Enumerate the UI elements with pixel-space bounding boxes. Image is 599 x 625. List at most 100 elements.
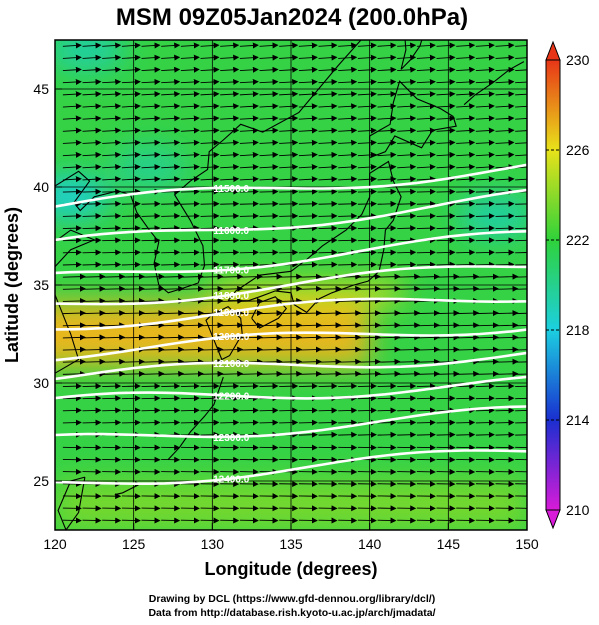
wind-arrow (416, 91, 436, 98)
wind-arrow (121, 358, 145, 365)
wind-arrow (279, 237, 299, 244)
wind-arrow (495, 103, 515, 110)
wind-arrow (200, 54, 220, 61)
wind-arrow (397, 200, 417, 207)
wind-arrow (416, 370, 440, 377)
wind-arrow (357, 225, 377, 232)
wind-arrow (436, 261, 456, 268)
wind-arrow (180, 213, 200, 220)
wind-arrow (141, 103, 161, 110)
wind-arrow (338, 188, 358, 195)
wind-arrow (161, 78, 181, 85)
wind-arrow (62, 188, 82, 195)
wind-arrow (279, 200, 299, 207)
wind-arrow (259, 383, 279, 390)
wind-arrow (239, 407, 259, 414)
wind-arrow (62, 273, 86, 280)
wind-arrow (475, 407, 495, 414)
wind-arrow (82, 54, 102, 61)
wind-arrow (121, 151, 141, 158)
wind-arrow (180, 285, 204, 292)
wind-arrow (141, 297, 165, 304)
wind-arrow (416, 103, 436, 110)
wind-arrow (338, 91, 358, 98)
contour-line (55, 328, 527, 362)
wind-arrow (102, 310, 126, 317)
wind-arrow (102, 395, 122, 402)
wind-arrow (475, 78, 495, 85)
wind-arrow (239, 431, 259, 438)
wind-arrow (259, 419, 279, 426)
wind-arrow (416, 249, 436, 256)
wind-arrow (141, 358, 165, 365)
wind-arrow (357, 407, 377, 414)
contour-line (55, 163, 527, 208)
wind-arrow (82, 200, 102, 207)
wind-arrow (318, 237, 338, 244)
wind-arrow (239, 188, 259, 195)
wind-arrow (377, 273, 401, 280)
wind-arrow (82, 91, 102, 98)
wind-arrow (436, 334, 460, 341)
wind-arrow (298, 261, 318, 268)
wind-arrow (220, 151, 240, 158)
wind-arrow (62, 395, 82, 402)
contour-label: 11600.0 (213, 226, 249, 237)
wind-arrow (259, 334, 283, 341)
wind-arrow (161, 91, 181, 98)
contour-label: 12300.0 (213, 433, 250, 444)
wind-arrow (180, 261, 200, 268)
wind-arrow (279, 285, 303, 292)
wind-arrow (436, 188, 456, 195)
wind-arrow (397, 139, 417, 146)
wind-arrow (239, 285, 263, 292)
wind-arrow (456, 225, 476, 232)
wind-arrow (141, 78, 161, 85)
wind-arrow (475, 334, 499, 341)
wind-arrow (357, 310, 381, 317)
wind-arrow (436, 346, 460, 353)
wind-arrow (220, 419, 240, 426)
wind-arrow (436, 115, 456, 122)
wind-arrow (515, 385, 527, 387)
wind-arrow (475, 151, 495, 158)
wind-arrow (220, 407, 240, 414)
wind-arrow (121, 127, 141, 134)
wind-arrow (436, 103, 456, 110)
wind-arrow (161, 261, 181, 268)
wind-arrow (102, 358, 126, 365)
wind-arrow (279, 297, 303, 304)
wind-arrow (121, 249, 141, 256)
wind-arrow (239, 78, 259, 85)
colorbar-body (545, 59, 561, 511)
wind-arrow (180, 176, 200, 183)
wind-arrow (141, 91, 161, 98)
wind-arrow (515, 312, 527, 315)
wind-arrow (318, 115, 338, 122)
wind-arrow (475, 431, 495, 438)
wind-arrow (220, 164, 240, 171)
wind-arrow (161, 103, 181, 110)
wind-arrow (82, 334, 106, 341)
wind-arrow (239, 54, 259, 61)
wind-arrow (475, 285, 499, 292)
wind-arrow (475, 103, 495, 110)
wind-arrow (82, 213, 102, 220)
wind-arrow (102, 200, 122, 207)
wind-arrow (318, 200, 338, 207)
wind-arrow (377, 188, 397, 195)
wind-arrow (357, 261, 377, 268)
wind-arrow (62, 78, 82, 85)
wind-arrow (279, 346, 303, 353)
wind-arrow (220, 431, 240, 438)
wind-arrow (495, 249, 515, 256)
wind-arrow (82, 273, 106, 280)
wind-arrow (318, 213, 338, 220)
wind-arrow (475, 395, 495, 402)
wind-arrow (298, 103, 318, 110)
height-contours: 11500.0 11600.0 11700.0 11800.0 11900.0 12000… (55, 163, 527, 486)
wind-arrow (121, 310, 145, 317)
wind-arrow (82, 78, 102, 85)
wind-arrow (298, 127, 318, 134)
wind-arrow (82, 346, 106, 353)
